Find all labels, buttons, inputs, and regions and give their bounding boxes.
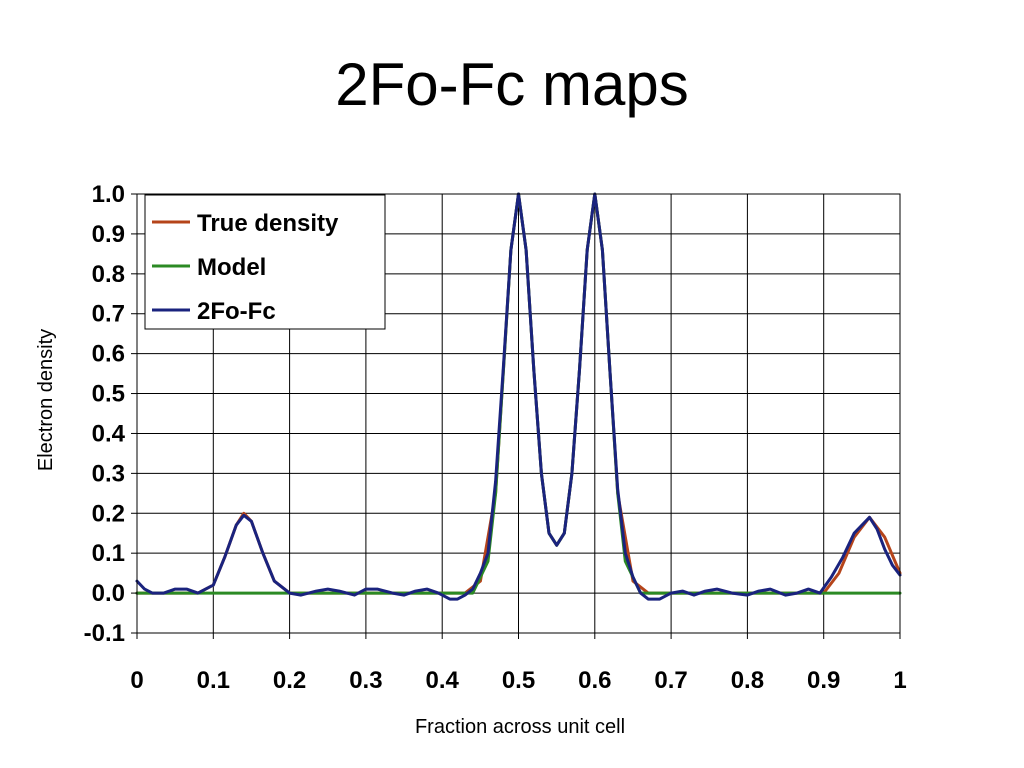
y-tick-label: 0.2: [92, 500, 125, 527]
y-tick-label: 0.8: [92, 261, 125, 288]
x-tick-label: 1: [893, 667, 906, 694]
slide-title: 2Fo-Fc maps: [335, 51, 689, 118]
y-tick-label: 0.7: [92, 301, 125, 328]
x-tick-label: 0.6: [578, 667, 611, 694]
legend-box: [144, 194, 386, 330]
y-tick-label: 0.5: [92, 381, 125, 408]
legend-label: Model: [197, 254, 266, 281]
x-axis-label: Fraction across unit cell: [415, 716, 625, 738]
x-tick-label: 0.8: [731, 667, 764, 694]
x-tick-label: 0.2: [273, 667, 306, 694]
y-axis-label: Electron density: [35, 329, 57, 471]
y-tick-label: 0.3: [92, 460, 125, 487]
x-tick-label: 0.4: [426, 667, 460, 694]
plot-area: [136, 193, 901, 634]
x-tick-label: 0: [130, 667, 143, 694]
x-tick-label: 0.9: [807, 667, 840, 694]
y-tick-label: 1.0: [92, 181, 125, 208]
y-tick-label: 0.4: [92, 420, 126, 447]
chart-legend: True density Model 2Fo-Fc: [144, 194, 386, 330]
legend-label: True density: [197, 210, 339, 237]
chart-axes: [131, 193, 901, 639]
y-tick-label: 0.6: [92, 341, 125, 368]
y-tick-label: 0.9: [92, 221, 125, 248]
x-tick-label: 0.5: [502, 667, 535, 694]
chart-series: [135, 192, 902, 601]
x-tick-label: 0.3: [349, 667, 382, 694]
series-line-2fo-fc: [135, 192, 902, 601]
x-tick-label: 0.7: [654, 667, 687, 694]
y-tick-label: 0.1: [92, 540, 125, 567]
x-tick-labels: 0 0.1 0.2 0.3 0.4 0.5 0.6 0.7 0.8 0.9 1: [130, 667, 906, 694]
y-tick-labels: 1.0 0.9 0.8 0.7 0.6 0.5 0.4 0.3 0.2 0.1 0.0 -0.1: [84, 181, 126, 647]
legend-label: 2Fo-Fc: [197, 298, 276, 325]
x-tick-label: 0.1: [197, 667, 230, 694]
y-tick-label: -0.1: [84, 620, 125, 647]
y-tick-label: 0.0: [92, 580, 125, 607]
